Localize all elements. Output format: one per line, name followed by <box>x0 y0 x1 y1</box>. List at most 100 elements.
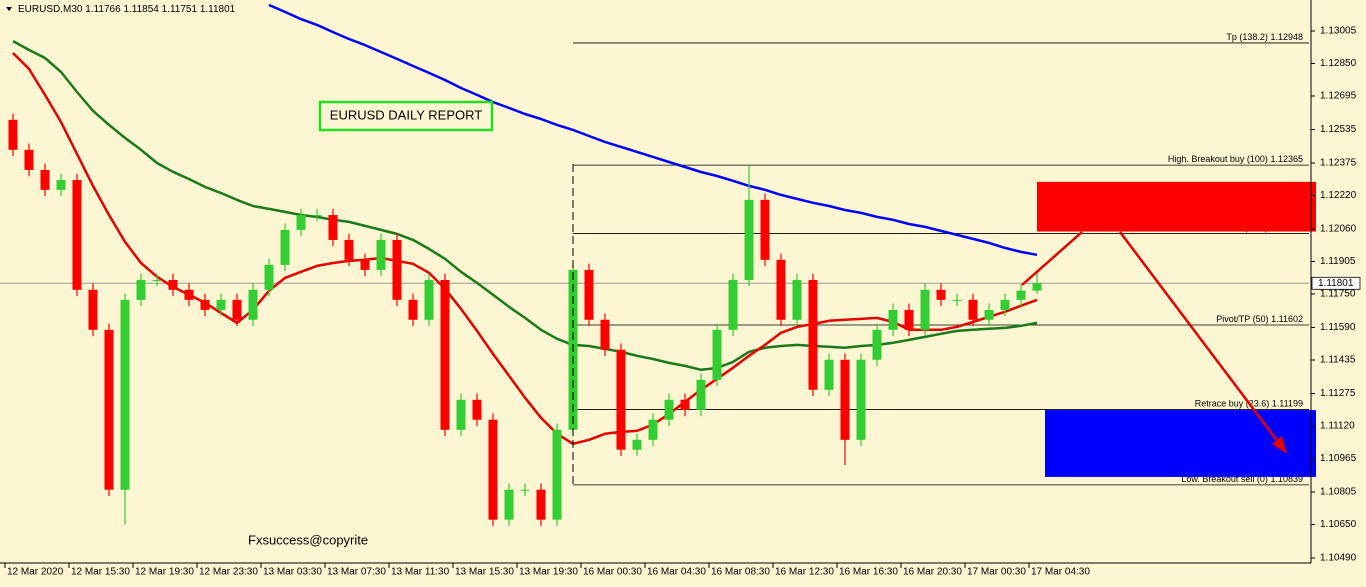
x-tick-label: 16 Mar 00:30 <box>583 567 642 578</box>
x-tick-label: 13 Mar 11:30 <box>391 567 450 578</box>
candle-body <box>56 179 66 190</box>
candle-body <box>664 399 674 420</box>
y-tick-label: 1.12695 <box>1320 91 1357 102</box>
arrow-up <box>1021 231 1083 286</box>
candle-body <box>584 269 594 320</box>
candle-body <box>600 319 610 350</box>
candle-body <box>392 239 402 300</box>
fib-name: Retrace buy (23.6) <box>1195 398 1270 408</box>
x-tick-label: 12 Mar 23:30 <box>199 567 258 578</box>
candle-body <box>24 149 34 170</box>
candle-body <box>184 289 194 300</box>
x-tick-label: 16 Mar 08:30 <box>711 567 770 578</box>
candle-body <box>680 399 690 410</box>
candle-body <box>856 359 866 440</box>
x-tick-label: 16 Mar 20:30 <box>903 567 962 578</box>
x-tick-label: 13 Mar 07:30 <box>327 567 386 578</box>
candle-body <box>328 214 338 240</box>
y-tick-label: 1.11750 <box>1320 289 1356 300</box>
candle-body <box>504 489 514 520</box>
candle-body <box>984 309 994 320</box>
candle-body <box>136 279 146 300</box>
fib-name: High. Breakout buy (100) <box>1168 154 1268 164</box>
menu-triangle[interactable] <box>6 7 12 11</box>
candle-body <box>920 289 930 330</box>
candle-body <box>280 229 290 265</box>
x-tick-label: 13 Mar 03:30 <box>263 567 322 578</box>
candle-body <box>536 489 546 520</box>
candle-body <box>888 309 898 330</box>
candle-body <box>488 419 498 520</box>
candle-body <box>472 399 482 420</box>
y-tick-label: 1.11435 <box>1320 355 1356 366</box>
candle-body <box>72 179 82 290</box>
candle-body <box>200 299 210 310</box>
candle-body <box>104 329 114 490</box>
fib-price: 1.12948 <box>1270 32 1303 42</box>
x-tick-label: 12 Mar 19:30 <box>135 567 194 578</box>
fib-label: Low. Breakout sell (0) 1.10839 <box>1181 474 1303 484</box>
candle-body <box>792 279 802 320</box>
fib-name: Pivot/TP (50) <box>1216 314 1268 324</box>
fib-price: 1.11602 <box>1271 314 1303 324</box>
candle-body <box>904 309 914 330</box>
candle-body <box>520 489 530 491</box>
x-tick-label: 16 Mar 16:30 <box>839 567 898 578</box>
zone <box>1045 410 1316 477</box>
report-title: EURUSD DAILY REPORT <box>330 107 482 122</box>
x-tick-label: 13 Mar 19:30 <box>519 567 578 578</box>
candle-body <box>952 299 962 301</box>
candle-body <box>440 279 450 430</box>
x-tick-label: 13 Mar 15:30 <box>455 567 514 578</box>
y-tick-label: 1.12375 <box>1320 158 1357 169</box>
copyright: Fxsuccess@copyrite <box>248 532 368 547</box>
candle-body <box>456 399 466 430</box>
price-tag <box>1311 276 1361 290</box>
header-high: 1.11854 <box>123 4 159 15</box>
plot-area: Tp (138.2) 1.12948 High. Breakout buy (10… <box>0 3 1316 526</box>
x-tick-label: 17 Mar 00:30 <box>967 567 1026 578</box>
candle-body <box>728 279 738 330</box>
header-low: 1.11751 <box>162 4 198 15</box>
x-tick-label: 16 Mar 04:30 <box>647 567 706 578</box>
candle-body <box>360 259 370 270</box>
moving-average <box>12 40 1038 372</box>
candle-body <box>648 419 658 440</box>
symbol: EURUSD,M30 <box>18 4 83 15</box>
report-box <box>318 100 494 132</box>
candle-body <box>296 214 306 230</box>
fib-label: High. Breakout buy (100) 1.12365 <box>1168 154 1303 164</box>
candle-body <box>216 299 226 310</box>
candle-body <box>744 199 754 280</box>
moving-average <box>268 3 1038 257</box>
y-tick-label: 1.12220 <box>1320 190 1357 201</box>
candle-body <box>152 279 162 281</box>
y-tick-label: 1.10965 <box>1320 453 1357 464</box>
candle-body <box>1016 290 1026 300</box>
x-tick-label: 12 Mar 15:30 <box>71 567 130 578</box>
fib-name: Low. Breakout sell (0) <box>1181 474 1268 484</box>
candle-body <box>1032 283 1042 291</box>
candle-body <box>552 429 562 520</box>
fib-price: 1.11199 <box>1272 398 1303 408</box>
candle-body <box>776 259 786 320</box>
x-tick-label: 17 Mar 04:30 <box>1031 567 1090 578</box>
candle-body <box>968 299 978 320</box>
y-tick-label: 1.12535 <box>1320 124 1357 135</box>
candle-body <box>760 199 770 260</box>
candle-body <box>88 289 98 330</box>
candle-body <box>264 264 274 290</box>
candle-body <box>824 359 834 390</box>
candle-body <box>712 329 722 380</box>
candle-body <box>312 214 322 216</box>
candle-body <box>632 439 642 450</box>
candle-body <box>40 169 50 190</box>
arrow-down <box>1119 231 1283 448</box>
fib-price: 1.10839 <box>1270 474 1303 484</box>
fib-label: Retrace buy (23.6) 1.11199 <box>1195 398 1303 408</box>
header-close: 1.11801 <box>200 4 236 15</box>
candle-body <box>696 379 706 410</box>
y-tick-label: 1.12850 <box>1320 58 1357 69</box>
